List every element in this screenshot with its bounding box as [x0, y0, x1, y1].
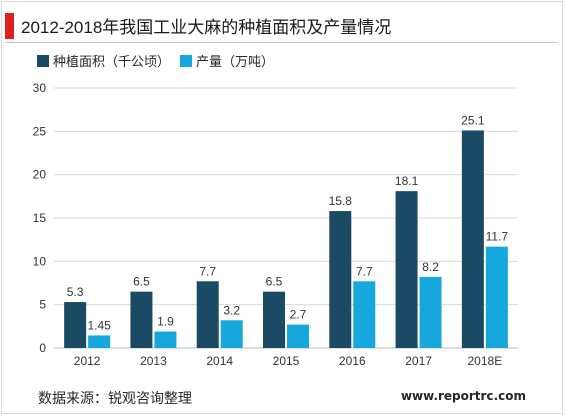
- x-tick-label: 2014: [206, 354, 233, 368]
- bar-series-2: [154, 331, 177, 348]
- y-tick-label: 0: [39, 341, 46, 355]
- x-tick-label: 2012: [74, 354, 101, 368]
- data-source: 数据来源：锐观咨询整理: [38, 390, 192, 406]
- legend-swatch-2: [180, 55, 192, 67]
- bar-series-2: [419, 276, 442, 348]
- bar-series-1: [64, 302, 87, 348]
- legend-label-1: 种植面积（千公顷）: [53, 54, 170, 69]
- legend-label-2: 产量（万吨）: [196, 54, 274, 69]
- bar-series-1: [130, 291, 153, 348]
- website-url: www.reportrc.com: [400, 389, 526, 403]
- bar-series-1: [196, 281, 219, 348]
- title-accent-bar: [5, 13, 14, 39]
- y-tick-label: 10: [33, 254, 47, 268]
- data-label: 8.2: [422, 260, 439, 274]
- bar-series-1: [461, 130, 484, 348]
- y-tick-label: 20: [33, 168, 47, 182]
- data-label: 5.3: [67, 285, 84, 299]
- bar-series-2: [353, 281, 376, 348]
- x-tick-label: 2016: [339, 354, 366, 368]
- bar-series-2: [287, 324, 309, 348]
- title-divider: [5, 42, 558, 43]
- data-label: 25.1: [461, 113, 485, 127]
- data-label: 3.2: [223, 303, 240, 317]
- data-label: 7.7: [356, 264, 373, 278]
- data-label: 7.7: [199, 264, 216, 278]
- y-tick-label: 30: [33, 81, 47, 95]
- data-label: 18.1: [395, 174, 419, 188]
- data-label: 11.7: [486, 230, 509, 244]
- x-tick-label: 2013: [140, 354, 167, 368]
- legend-swatch-1: [37, 55, 49, 67]
- data-label: 6.5: [133, 275, 150, 289]
- bar-series-2: [220, 320, 243, 348]
- data-label: 15.8: [329, 194, 353, 208]
- x-tick-label: 2015: [273, 354, 300, 368]
- chart-title: 2012-2018年我国工业大麻的种植面积及产量情况: [21, 18, 392, 37]
- data-label: 1.9: [157, 315, 174, 329]
- x-tick-label: 2017: [405, 354, 432, 368]
- bar-series-1: [329, 211, 352, 348]
- bar-series-2: [485, 246, 508, 348]
- y-tick-label: 5: [39, 298, 46, 312]
- bar-series-1: [395, 191, 418, 348]
- data-label: 1.45: [87, 318, 111, 332]
- bar-series-2: [88, 335, 111, 348]
- y-tick-label: 25: [33, 124, 47, 138]
- data-label: 2.7: [290, 308, 307, 322]
- data-label: 6.5: [266, 275, 283, 289]
- x-tick-label: 2018E: [468, 354, 503, 368]
- y-tick-label: 15: [33, 211, 47, 225]
- bar-series-1: [263, 291, 285, 348]
